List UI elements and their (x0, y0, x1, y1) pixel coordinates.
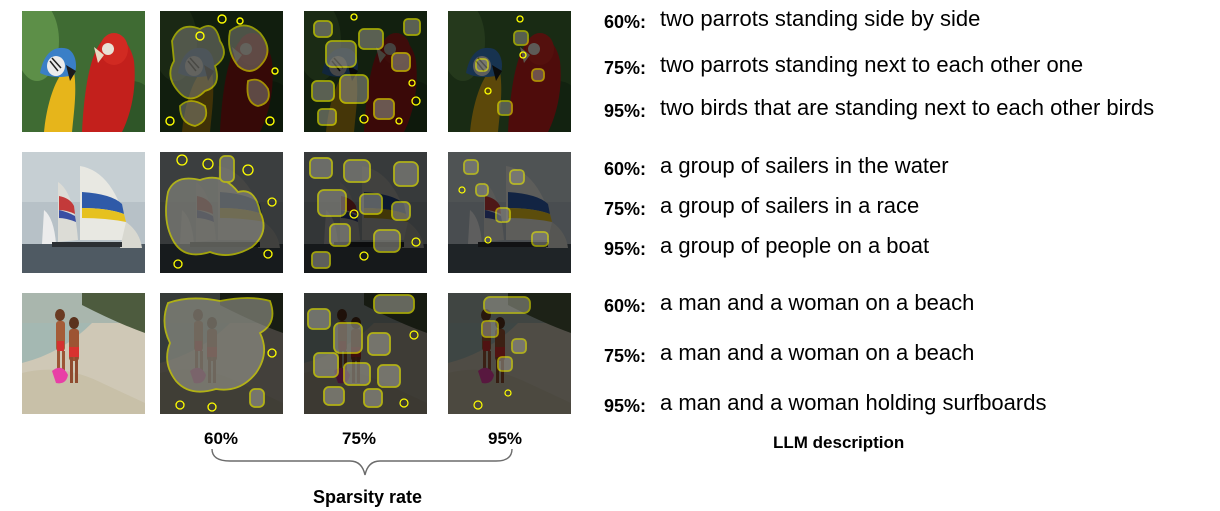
column-label-95: 95% (488, 429, 523, 448)
sailboats-sparse-60-image (160, 152, 283, 273)
sparsity-bracket (211, 448, 513, 476)
sparsity-rate-label: Sparsity rate (313, 487, 423, 507)
desc-text: a man and a woman on a beach (660, 340, 975, 365)
sailboats-sparse-95-image (448, 152, 571, 273)
desc-text: a group of sailers in the water (660, 153, 949, 178)
desc-rate: 95%: (604, 396, 647, 416)
column-label-60: 60% (204, 429, 239, 448)
parrots-sparse-60-image (160, 11, 283, 132)
desc-rate: 60%: (604, 296, 647, 316)
desc-text: a man and a woman holding surfboards (660, 390, 1047, 415)
parrots-sparse-75-image (304, 11, 427, 132)
sailboats-original-image (22, 152, 145, 273)
llm-description-label: LLM description (773, 433, 905, 452)
desc-rate: 75%: (604, 58, 647, 78)
desc-rate: 60%: (604, 159, 647, 179)
beach-sparse-95-image (448, 293, 571, 414)
desc-rate: 75%: (604, 346, 647, 366)
desc-text: a group of sailers in a race (660, 193, 920, 218)
parrots-original-image (22, 11, 145, 132)
desc-text: a man and a woman on a beach (660, 290, 975, 315)
desc-text: two birds that are standing next to each… (660, 95, 1155, 120)
desc-rate: 75%: (604, 199, 647, 219)
column-label-75: 75% (342, 429, 377, 448)
beach-sparse-75-image (304, 293, 427, 414)
beach-sparse-60-image (160, 293, 283, 414)
desc-rate: 95%: (604, 101, 647, 121)
desc-text: two parrots standing side by side (660, 6, 981, 31)
beach-original-image (22, 293, 145, 414)
desc-rate: 95%: (604, 239, 647, 259)
desc-text: a group of people on a boat (660, 233, 930, 258)
parrots-sparse-95-image (448, 11, 571, 132)
desc-text: two parrots standing next to each other … (660, 52, 1084, 77)
desc-rate: 60%: (604, 12, 647, 32)
sailboats-sparse-75-image (304, 152, 427, 273)
